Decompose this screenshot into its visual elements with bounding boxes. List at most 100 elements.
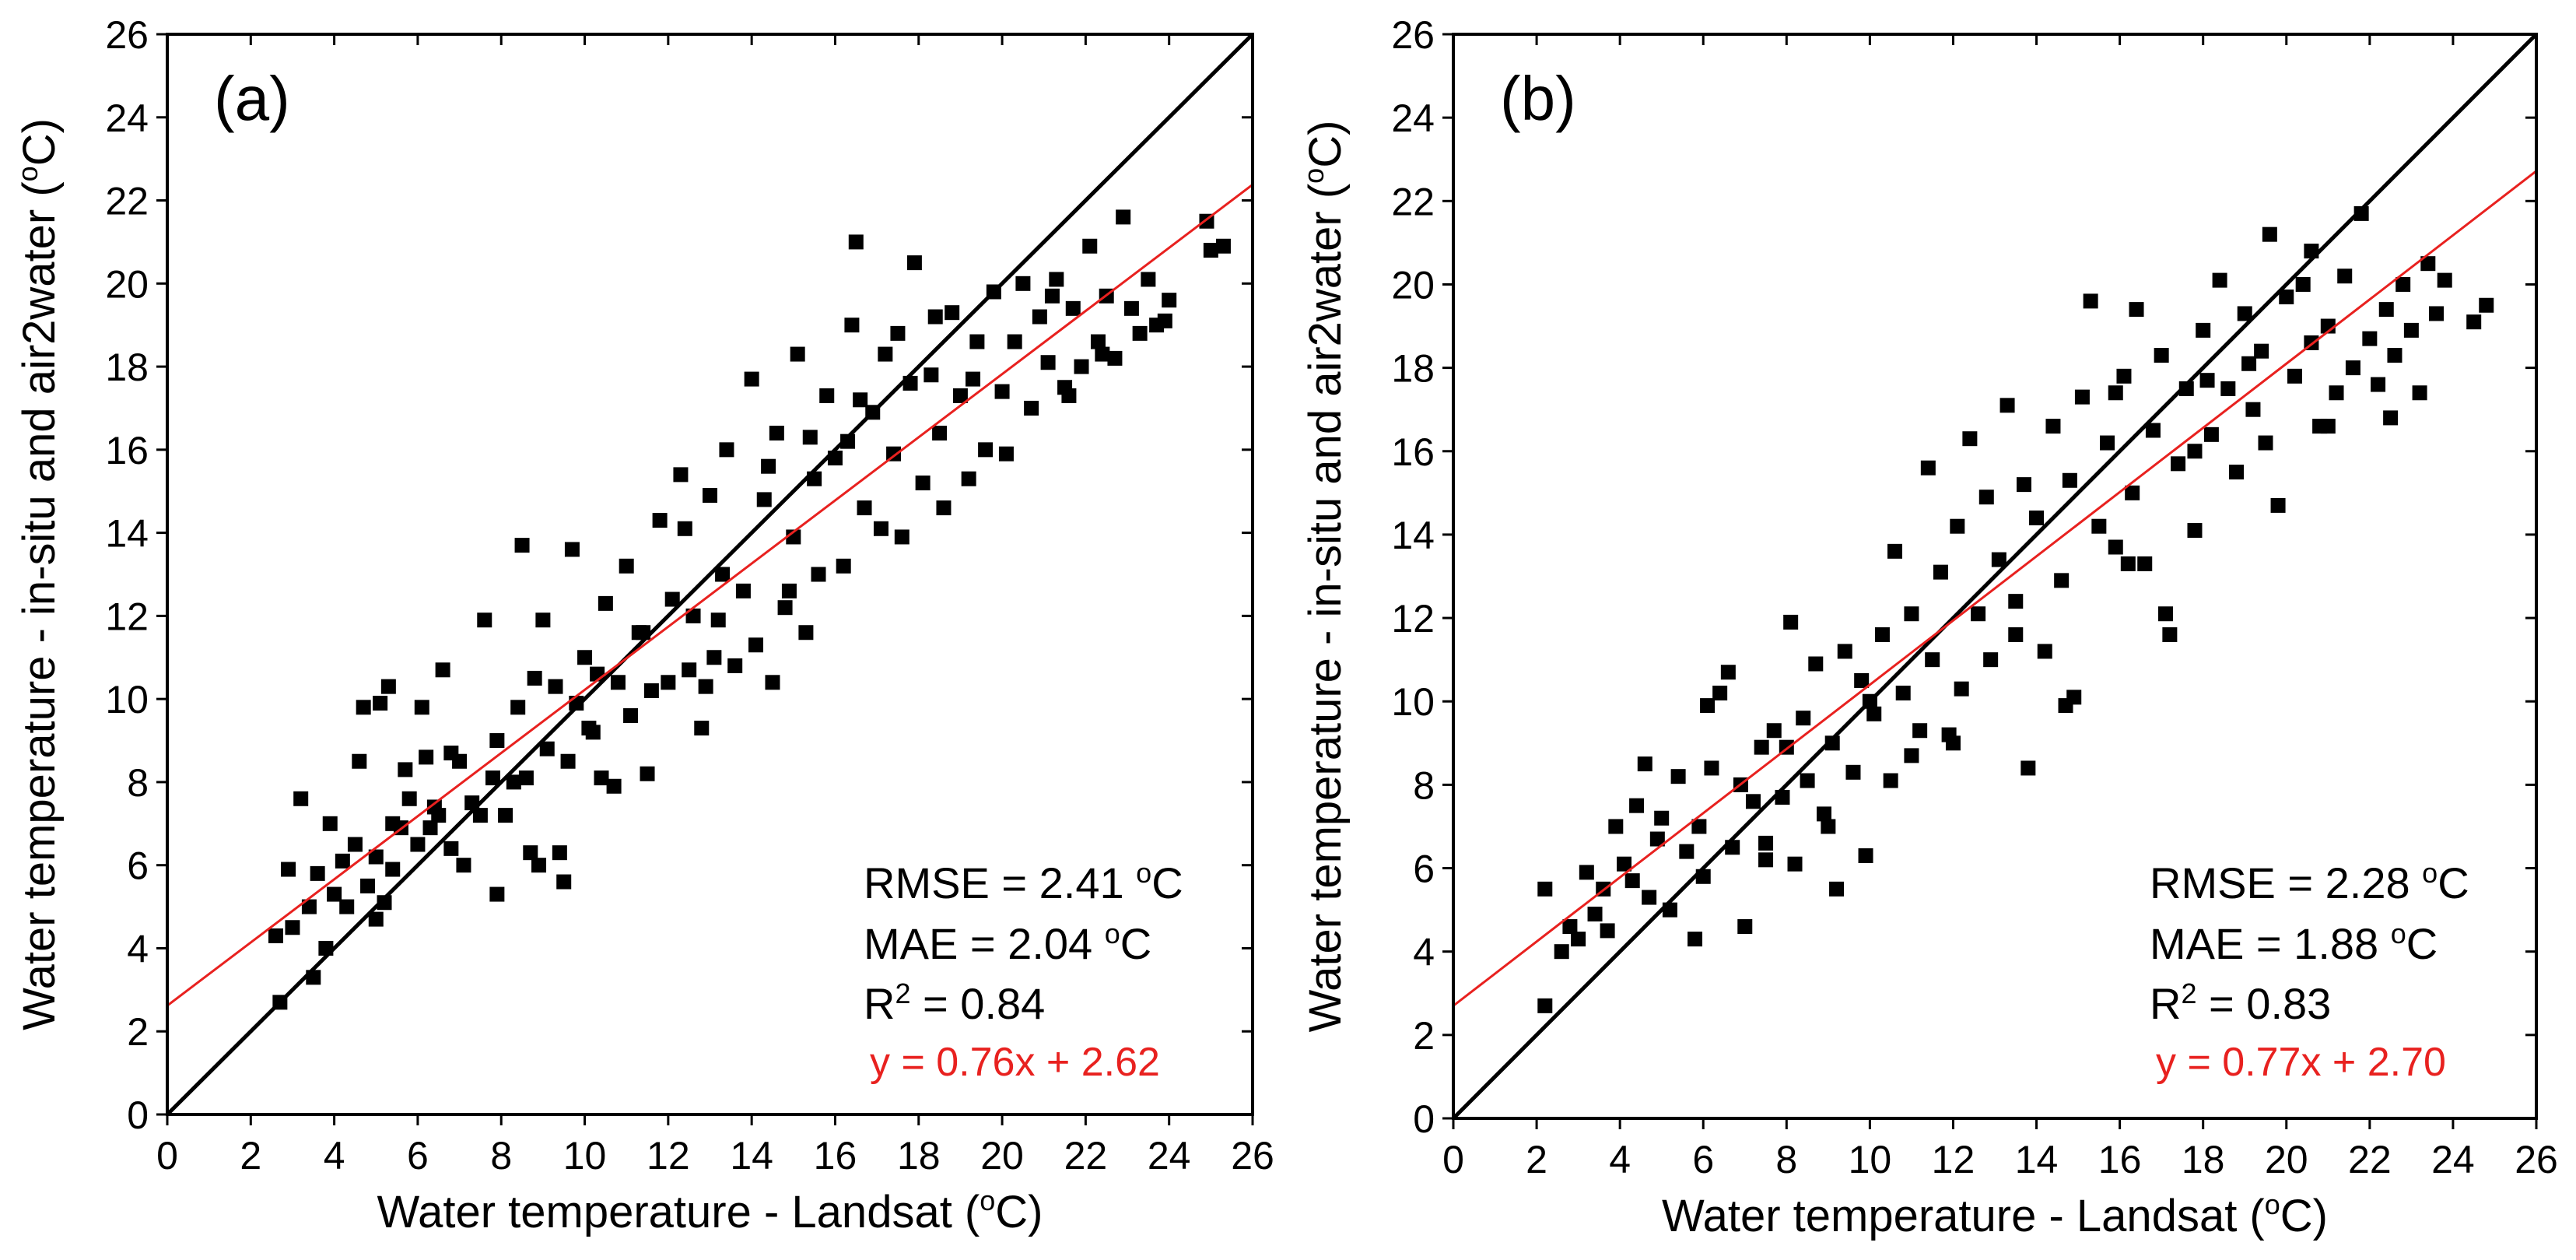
data-point bbox=[969, 334, 985, 349]
mae-text: MAE = 2.04 oC bbox=[864, 918, 1151, 968]
data-point bbox=[777, 600, 793, 616]
data-point bbox=[1754, 739, 1769, 755]
data-point bbox=[802, 430, 818, 445]
data-point bbox=[347, 837, 363, 852]
data-point bbox=[2353, 205, 2369, 221]
data-point bbox=[1983, 652, 1999, 668]
data-point bbox=[857, 500, 872, 516]
x-tick-label: 26 bbox=[1231, 1134, 1274, 1178]
data-point bbox=[2120, 556, 2136, 571]
reference-lines bbox=[167, 34, 1253, 1114]
data-point bbox=[401, 791, 417, 806]
data-point bbox=[1783, 614, 1799, 630]
data-point bbox=[1649, 831, 1665, 847]
data-point bbox=[1999, 398, 2015, 413]
data-point bbox=[560, 753, 576, 769]
y-tick-label: 24 bbox=[105, 97, 149, 140]
data-point bbox=[1049, 272, 1064, 287]
data-point bbox=[1978, 490, 1994, 505]
data-point bbox=[1024, 400, 1039, 416]
data-point bbox=[1554, 944, 1569, 960]
data-point bbox=[2029, 510, 2045, 525]
data-point bbox=[2371, 377, 2386, 392]
data-point bbox=[798, 625, 814, 641]
x-tick-label: 18 bbox=[2182, 1138, 2225, 1181]
data-point bbox=[2329, 385, 2344, 401]
data-point bbox=[2008, 594, 2024, 609]
data-point bbox=[2062, 472, 2077, 488]
data-point bbox=[1971, 606, 1986, 622]
data-point bbox=[2479, 297, 2494, 313]
data-point bbox=[906, 255, 922, 271]
data-point bbox=[352, 753, 367, 769]
x-tick-label: 12 bbox=[1932, 1138, 1975, 1181]
data-point bbox=[781, 583, 797, 598]
regression-equation: y = 0.77x + 2.70 bbox=[2156, 1040, 2446, 1085]
data-point bbox=[685, 608, 701, 623]
x-tick-label: 4 bbox=[324, 1134, 345, 1178]
data-point bbox=[1157, 313, 1172, 328]
data-point bbox=[2145, 423, 2161, 438]
data-point bbox=[932, 425, 948, 440]
data-point bbox=[915, 476, 931, 491]
data-point bbox=[761, 458, 776, 474]
x-tick-label: 6 bbox=[407, 1134, 429, 1178]
data-point bbox=[285, 920, 300, 935]
y-tick-label: 18 bbox=[105, 346, 149, 389]
data-point bbox=[2108, 539, 2123, 555]
data-point bbox=[1800, 773, 1815, 788]
data-point bbox=[2279, 290, 2294, 305]
data-point bbox=[598, 595, 613, 611]
data-point bbox=[1141, 272, 1156, 287]
data-point bbox=[527, 670, 542, 686]
data-point bbox=[1107, 350, 1123, 366]
data-point bbox=[786, 529, 801, 545]
data-point bbox=[577, 650, 593, 665]
data-point bbox=[514, 538, 530, 553]
data-point bbox=[422, 820, 438, 836]
y-tick-label: 26 bbox=[1391, 13, 1435, 57]
data-point bbox=[1670, 769, 1686, 784]
data-point bbox=[1095, 346, 1110, 362]
data-point bbox=[819, 388, 835, 403]
r-squared-text: R2 = 0.83 bbox=[2150, 977, 2331, 1028]
y-tick-label: 0 bbox=[127, 1093, 149, 1137]
data-point bbox=[769, 425, 784, 440]
data-point bbox=[380, 679, 396, 694]
data-point bbox=[1637, 756, 1652, 772]
data-point bbox=[498, 808, 513, 823]
data-point bbox=[961, 471, 976, 486]
data-point bbox=[2387, 348, 2403, 363]
data-point bbox=[489, 886, 505, 902]
data-point bbox=[2125, 485, 2140, 500]
y-tick-label: 8 bbox=[127, 761, 149, 805]
data-point bbox=[1950, 518, 1965, 534]
x-axis-title: Water temperature - Landsat (oC) bbox=[377, 1185, 1043, 1237]
data-point bbox=[1032, 309, 1047, 325]
data-point bbox=[518, 770, 534, 786]
data-point bbox=[2154, 348, 2169, 363]
data-point bbox=[556, 874, 572, 890]
data-point bbox=[1895, 686, 1911, 701]
y-axis-title: Water temperature - in-situ and air2wate… bbox=[12, 118, 65, 1030]
data-point bbox=[677, 521, 692, 536]
data-point bbox=[640, 766, 655, 781]
data-point bbox=[1007, 334, 1022, 349]
data-point bbox=[836, 558, 851, 574]
y-tick-label: 4 bbox=[1413, 931, 1435, 974]
data-point bbox=[1829, 881, 1845, 897]
data-point bbox=[1642, 890, 1657, 905]
data-point bbox=[2241, 356, 2257, 371]
data-point bbox=[335, 853, 350, 869]
data-point bbox=[619, 558, 634, 574]
data-point bbox=[878, 346, 893, 362]
data-point bbox=[2054, 573, 2070, 588]
x-tick-label: 14 bbox=[2015, 1138, 2059, 1181]
data-point bbox=[2396, 276, 2411, 292]
data-point bbox=[756, 492, 772, 507]
data-point bbox=[2245, 402, 2261, 417]
data-point bbox=[2362, 331, 2378, 346]
x-tick-label: 6 bbox=[1692, 1138, 1714, 1181]
data-point bbox=[1991, 552, 2006, 567]
